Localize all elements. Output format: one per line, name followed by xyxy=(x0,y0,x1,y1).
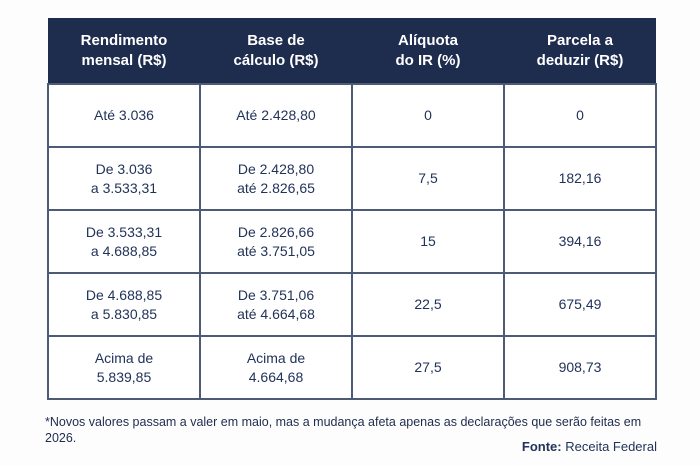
cell-base: Acima de 4.664,68 xyxy=(199,335,353,400)
cell-rendimento: De 3.533,31 a 4.688,85 xyxy=(47,209,201,274)
header-base-calculo: Base de cálculo (R$) xyxy=(200,18,352,84)
cell-parcela: 394,16 xyxy=(503,209,657,274)
footnote: *Novos valores passam a valer em maio, m… xyxy=(45,415,642,445)
source-label: Fonte: xyxy=(521,439,562,454)
header-rendimento-mensal: Rendimento mensal (R$) xyxy=(48,18,200,84)
table-row: De 3.533,31 a 4.688,85 De 2.826,66 até 3… xyxy=(47,209,657,274)
cell-base: De 2.428,80 até 2.826,65 xyxy=(199,146,353,211)
cell-rendimento: Acima de 5.839,85 xyxy=(47,335,201,400)
cell-aliquota: 27,5 xyxy=(351,335,505,400)
source-line: Fonte: Receita Federal xyxy=(522,438,657,455)
cell-parcela: 675,49 xyxy=(503,272,657,337)
cell-parcela: 182,16 xyxy=(503,146,657,211)
cell-aliquota: 7,5 xyxy=(351,146,505,211)
cell-rendimento: Até 3.036 xyxy=(47,83,201,148)
cell-aliquota: 22,5 xyxy=(351,272,505,337)
cell-base: Até 2.428,80 xyxy=(199,83,353,148)
table-row: Até 3.036 Até 2.428,80 0 0 xyxy=(47,83,657,148)
cell-rendimento: De 3.036 a 3.533,31 xyxy=(47,146,201,211)
income-tax-brackets-table: Rendimento mensal (R$) Base de cálculo (… xyxy=(47,18,657,400)
table-row: De 3.036 a 3.533,31 De 2.428,80 até 2.82… xyxy=(47,146,657,211)
header-parcela-deduzir: Parcela a deduzir (R$) xyxy=(504,18,656,84)
cell-parcela: 0 xyxy=(503,83,657,148)
header-aliquota-ir: Alíquota do IR (%) xyxy=(352,18,504,84)
header-row: Rendimento mensal (R$) Base de cálculo (… xyxy=(48,18,656,84)
cell-rendimento: De 4.688,85 a 5.830,85 xyxy=(47,272,201,337)
cell-aliquota: 0 xyxy=(351,83,505,148)
source-value: Receita Federal xyxy=(565,439,657,454)
cell-parcela: 908,73 xyxy=(503,335,657,400)
cell-aliquota: 15 xyxy=(351,209,505,274)
cell-base: De 3.751,06 até 4.664,68 xyxy=(199,272,353,337)
table-row: De 4.688,85 a 5.830,85 De 3.751,06 até 4… xyxy=(47,272,657,337)
cell-base: De 2.826,66 até 3.751,05 xyxy=(199,209,353,274)
table-row: Acima de 5.839,85 Acima de 4.664,68 27,5… xyxy=(47,335,657,400)
